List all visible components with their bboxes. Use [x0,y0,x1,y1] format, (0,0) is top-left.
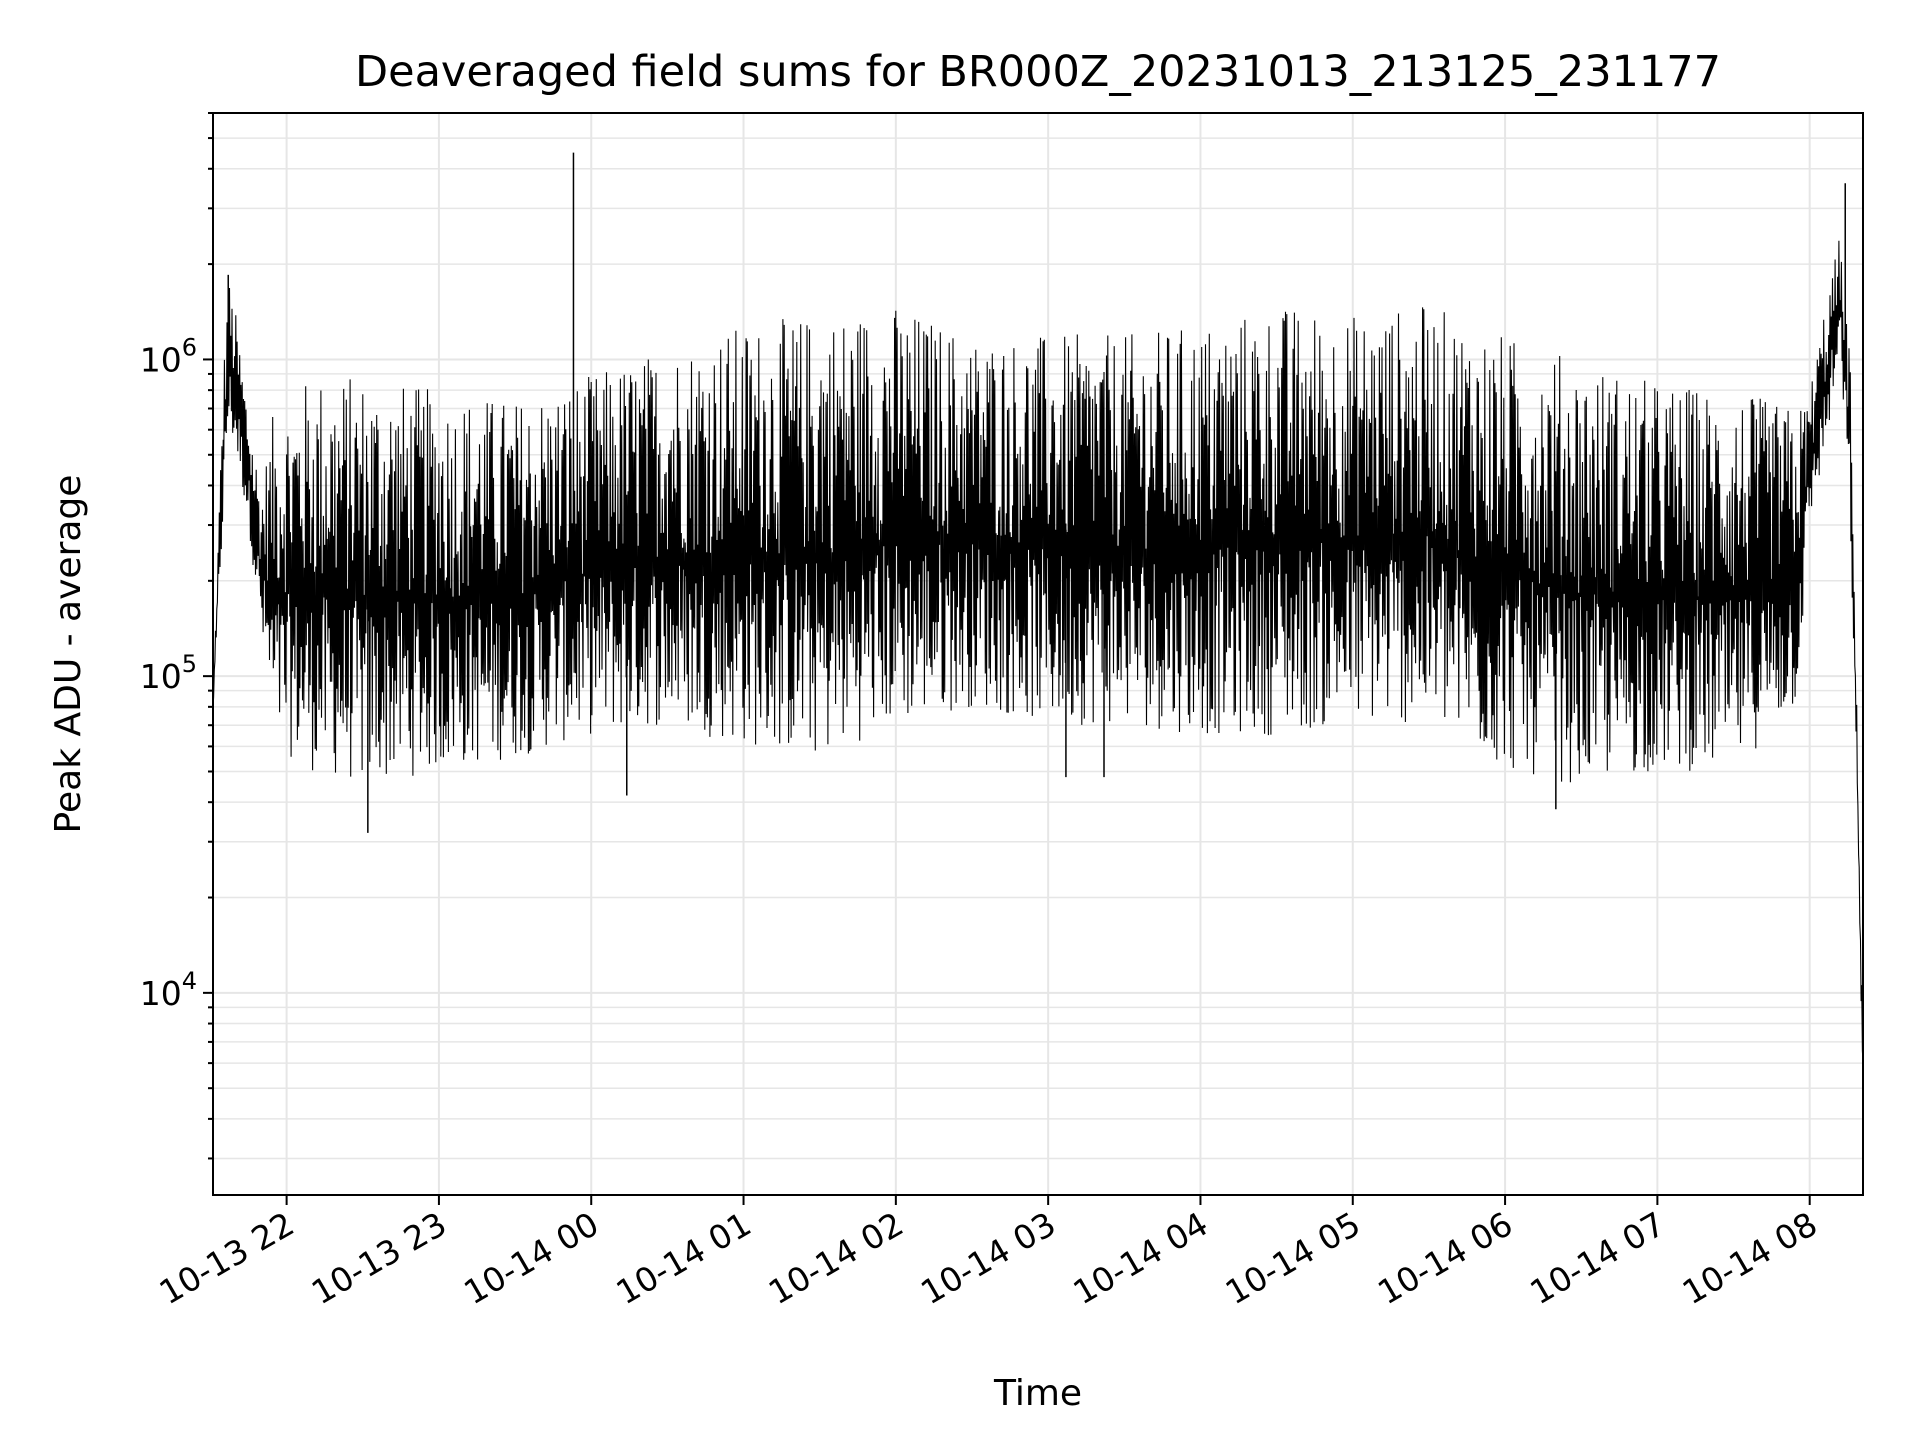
data-line [212,240,1864,1064]
x-axis-label: Time [993,1373,1082,1414]
y-tick-exponent: 5 [182,650,197,678]
y-tick-label: 105 [140,650,197,696]
y-tick-label: 104 [140,967,197,1013]
data-series [212,152,1864,1064]
y-tick-exponent: 4 [182,967,197,995]
y-tick-base: 10 [140,974,182,1013]
y-tick-base: 10 [140,340,182,379]
y-tick-exponent: 6 [182,333,197,361]
y-tick-base: 10 [140,657,182,696]
chart-title: Deaveraged field sums for BR000Z_2023101… [355,47,1721,97]
y-axis-label: Peak ADU - average [48,475,89,834]
y-tick-label: 106 [140,333,197,379]
plot-frame [212,112,1864,1196]
